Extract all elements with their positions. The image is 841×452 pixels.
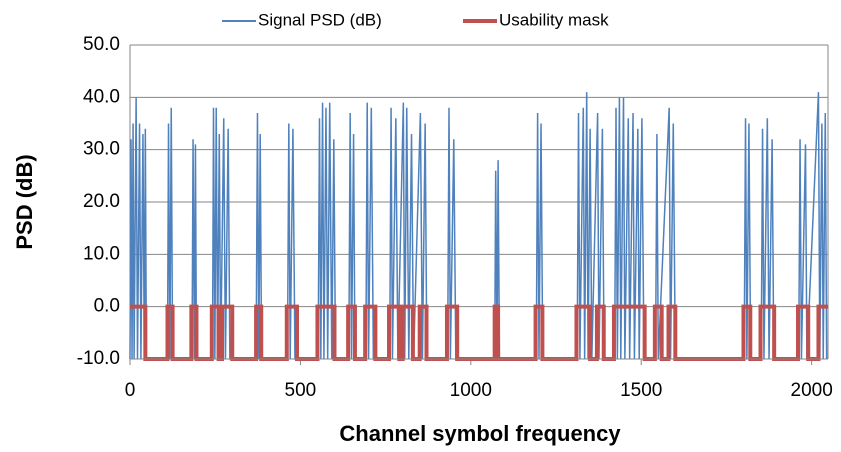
- x-tick-label: 1500: [620, 380, 662, 401]
- x-tick-label: 2000: [791, 380, 833, 401]
- series-line: [130, 304, 828, 361]
- x-tick-label: 1000: [450, 380, 492, 401]
- series-line: [129, 92, 828, 360]
- x-tick-label: 0: [125, 380, 136, 401]
- y-tick-label: 30.0: [83, 139, 120, 160]
- y-tick-label: 10.0: [83, 243, 120, 264]
- y-axis-label: PSD (dB): [12, 154, 37, 249]
- y-tick-label: 40.0: [83, 86, 120, 107]
- legend-label: Signal PSD (dB): [258, 10, 382, 29]
- y-tick-label: 20.0: [83, 191, 120, 212]
- y-tick-label: 0.0: [94, 296, 120, 317]
- x-tick-label: 500: [285, 380, 317, 401]
- y-tick-label: -10.0: [77, 348, 120, 369]
- y-tick-label: 50.0: [83, 34, 120, 55]
- x-axis-label: Channel symbol frequency: [339, 421, 621, 446]
- legend-label: Usability mask: [499, 10, 609, 29]
